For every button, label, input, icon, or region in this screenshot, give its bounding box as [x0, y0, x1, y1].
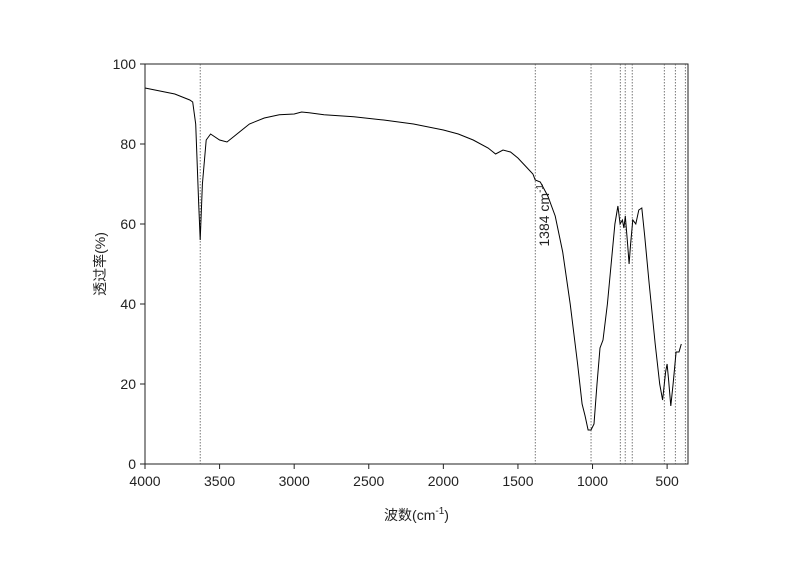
x-tick-label: 2000 — [428, 473, 459, 489]
annotation-text: 1384 cm — [536, 193, 552, 247]
x-tick-label: 2500 — [353, 473, 384, 489]
spectrum-line — [144, 87, 682, 431]
y-tick-label: 100 — [113, 56, 137, 72]
x-tick-label: 3000 — [279, 473, 310, 489]
y-axis-label: 透过率(%) — [92, 232, 108, 296]
x-tick-label: 4000 — [129, 473, 160, 489]
x-tick-label: 500 — [655, 473, 679, 489]
y-tick-label: 0 — [128, 456, 136, 472]
x-tick-label: 3500 — [204, 473, 235, 489]
plot-frame — [144, 63, 689, 465]
x-tick-label: 1500 — [502, 473, 533, 489]
y-tick-label: 20 — [120, 376, 136, 392]
annotation: 1384 cm-1 — [535, 184, 552, 247]
y-tick-label: 60 — [120, 216, 136, 232]
x-axis-label: 波数(cm-1) — [384, 506, 449, 523]
x-axis-label-sup: -1 — [435, 506, 444, 517]
x-tick-label: 1000 — [577, 473, 608, 489]
x-axis-label-text: 波数(cm — [384, 507, 435, 523]
y-tick-label: 40 — [120, 296, 136, 312]
y-tick-label: 80 — [120, 136, 136, 152]
annotation-sup: -1 — [535, 184, 546, 193]
x-axis-label-end: ) — [444, 507, 449, 523]
